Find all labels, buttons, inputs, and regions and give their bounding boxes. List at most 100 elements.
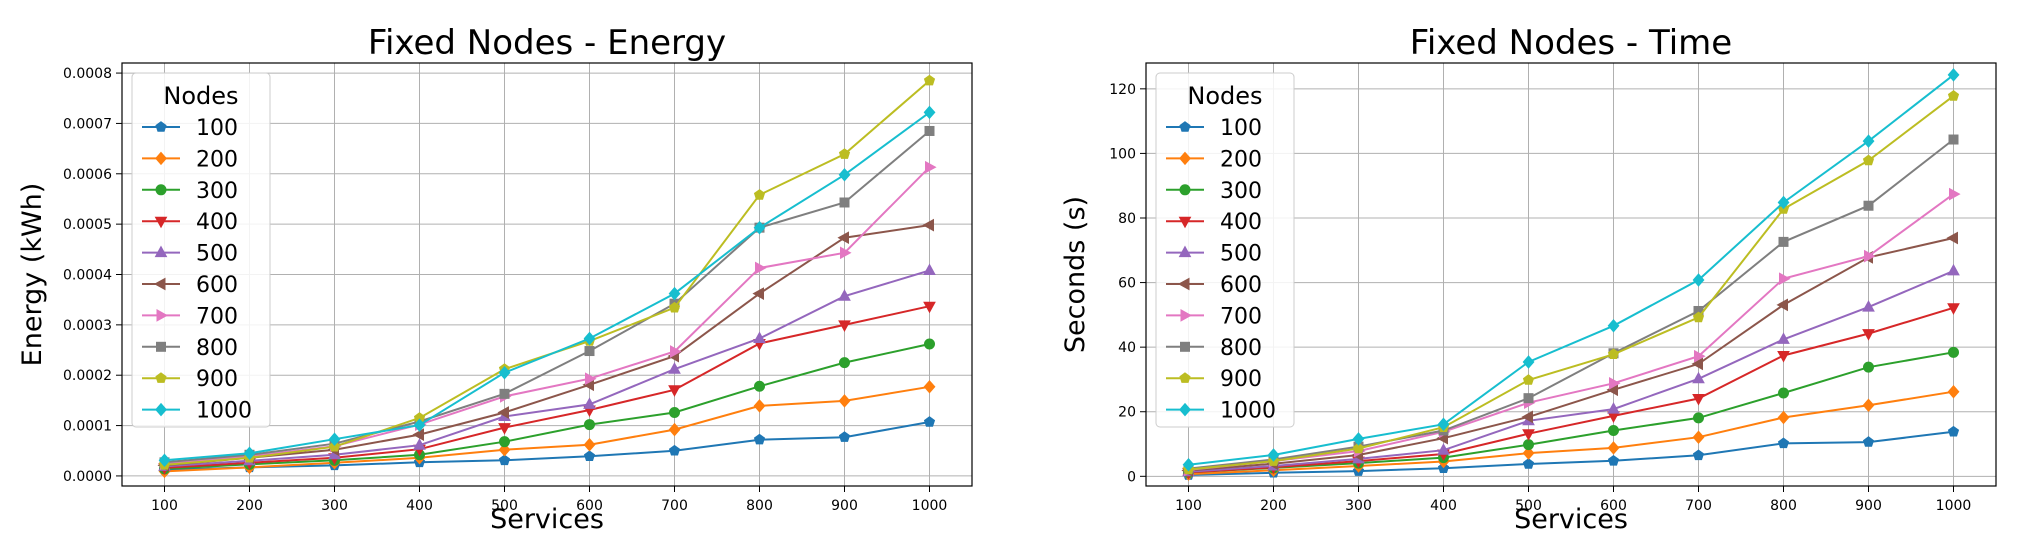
data-point-900 — [668, 301, 681, 313]
data-point-1000 — [413, 418, 426, 432]
data-point-1000 — [328, 432, 341, 446]
y-tick-label: 100 — [1109, 146, 1136, 162]
data-point-500 — [1862, 300, 1875, 312]
x-tick-label: 700 — [661, 498, 688, 514]
data-point-600 — [1776, 298, 1788, 312]
data-point-1000 — [1437, 417, 1450, 432]
data-point-300 — [1523, 439, 1534, 451]
data-point-100 — [923, 416, 936, 427]
data-point-900 — [1692, 311, 1705, 323]
data-point-200 — [583, 437, 596, 452]
legend-marker-900 — [1179, 372, 1191, 383]
legend: Nodes 100 200 300 400 500 600 700 800 900 1000 — [1155, 72, 1295, 428]
data-point-300 — [1693, 412, 1704, 424]
legend-marker-800 — [1180, 341, 1190, 352]
data-point-100 — [1692, 449, 1705, 461]
series-line-600 — [164, 224, 930, 467]
data-point-600 — [752, 287, 764, 300]
x-tick-label: 100 — [1175, 498, 1202, 514]
x-tick-label: 500 — [491, 498, 518, 514]
x-tick-label: 900 — [831, 498, 858, 514]
legend-marker-300 — [1179, 184, 1191, 196]
x-tick-label: 100 — [151, 498, 178, 514]
data-point-900 — [923, 74, 936, 86]
y-tick-label: 0 — [1127, 469, 1136, 485]
data-point-200 — [838, 394, 851, 408]
legend-label-800: 800 — [1220, 336, 1262, 361]
y-tick-label: 0.0003 — [63, 318, 112, 334]
series-line-900 — [1188, 95, 1955, 471]
y-tick-label: 120 — [1109, 82, 1136, 98]
legend-label-1000: 1000 — [1220, 399, 1276, 424]
data-point-100 — [498, 454, 511, 466]
series-line-400 — [1188, 306, 1954, 474]
data-point-800 — [1863, 200, 1874, 211]
data-point-300 — [499, 436, 510, 448]
legend-label-900: 900 — [1220, 367, 1262, 392]
legend-label-600: 600 — [196, 273, 238, 298]
x-tick-label: 400 — [406, 498, 433, 514]
data-point-600 — [497, 406, 509, 419]
y-tick-label: 0.0001 — [63, 419, 112, 435]
data-point-800 — [1523, 393, 1534, 404]
data-point-500 — [1777, 332, 1790, 344]
data-point-300 — [924, 338, 935, 350]
legend-marker-200 — [155, 151, 167, 166]
series-line-800 — [1188, 138, 1955, 470]
data-point-700 — [1609, 376, 1621, 390]
legend-label-900: 900 — [196, 367, 238, 392]
data-point-1000 — [498, 365, 511, 380]
y-tick-label: 0.0004 — [63, 268, 112, 284]
data-point-300 — [754, 380, 765, 392]
data-point-100 — [1522, 458, 1535, 469]
data-point-600 — [412, 428, 424, 441]
data-point-500 — [838, 289, 851, 301]
data-point-1000 — [753, 220, 766, 235]
legend-title: Nodes — [1187, 82, 1262, 110]
data-point-800 — [924, 125, 935, 136]
legend-label-400: 400 — [196, 210, 238, 235]
chart-panel-2: 100 200 300 400 500 600 700 800 900 1000 0 20 40 60 80… — [1060, 23, 1997, 535]
data-point-500 — [1437, 443, 1450, 455]
data-point-500 — [583, 397, 596, 409]
legend-title: Nodes — [163, 82, 238, 110]
data-point-300 — [669, 406, 680, 418]
data-point-900 — [1607, 348, 1620, 359]
data-point-700 — [840, 246, 852, 260]
data-point-400 — [1862, 329, 1875, 341]
legend-label-500: 500 — [196, 242, 238, 267]
legend-label-600: 600 — [1220, 273, 1262, 298]
legend-marker-600 — [153, 277, 166, 291]
data-point-300 — [839, 357, 850, 369]
x-tick-label: 200 — [1260, 498, 1287, 514]
x-axis-label: Services — [1514, 504, 1628, 535]
data-point-400 — [498, 423, 511, 435]
legend-label-800: 800 — [196, 336, 238, 361]
data-point-600 — [1521, 410, 1533, 424]
data-point-900 — [1947, 90, 1960, 101]
data-point-200 — [1947, 384, 1960, 399]
data-point-500 — [1692, 371, 1705, 384]
y-axis-label: Energy (kWh) — [17, 183, 48, 367]
legend-box — [131, 72, 271, 428]
data-point-400 — [923, 301, 936, 314]
data-point-400 — [838, 320, 851, 332]
series-line-400 — [164, 305, 930, 469]
data-point-300 — [584, 419, 595, 431]
x-tick-label: 600 — [1600, 498, 1627, 514]
legend-label-1000: 1000 — [196, 399, 252, 424]
series-line-200 — [164, 385, 930, 473]
x-tick-label: 700 — [1685, 498, 1712, 514]
y-tick-label: 0.0002 — [63, 368, 112, 384]
x-tick-label: 800 — [1770, 498, 1797, 514]
x-tick-label: 300 — [1345, 498, 1372, 514]
data-point-1000 — [1947, 68, 1960, 82]
data-point-300 — [1608, 424, 1619, 436]
data-point-200 — [923, 380, 936, 394]
data-point-400 — [1522, 429, 1535, 441]
x-tick-label: 800 — [746, 498, 773, 514]
legend-label-200: 200 — [1220, 147, 1262, 172]
y-tick-label: 0.0007 — [63, 116, 112, 132]
axes-frame — [1145, 62, 1997, 487]
data-point-400 — [1947, 303, 1960, 315]
